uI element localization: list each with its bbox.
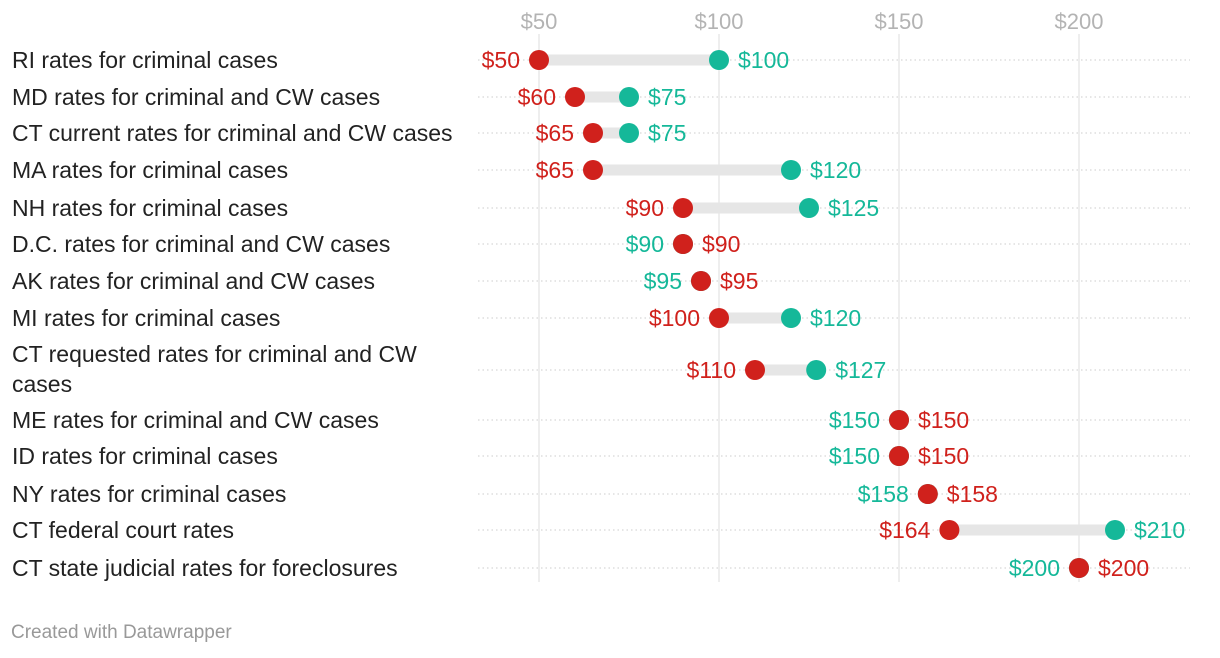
high-dot [1105,520,1125,540]
high-dot [781,308,801,328]
low-dot [939,520,960,540]
low-value-label: $164 [879,517,930,543]
low-dot [889,410,909,430]
x-tick-label: $200 [1055,9,1104,34]
low-dot [1069,558,1089,578]
range-bar [593,164,791,176]
low-dot [565,87,585,107]
row-label: NH rates for criminal cases [12,195,288,221]
low-value-label: $200 [1098,555,1149,581]
high-value-label: $158 [858,481,909,507]
row-label: RI rates for criminal cases [12,47,278,73]
high-value-label: $127 [835,357,886,383]
row-label: CT requested rates for criminal and CW [12,341,417,367]
low-value-label: $50 [482,47,520,73]
row-label: CT state judicial rates for foreclosures [12,555,398,581]
range-bar [539,54,719,66]
high-value-label: $125 [828,195,879,221]
high-value-label: $75 [648,84,686,110]
row-label: cases [12,371,72,397]
range-dot-chart: $50 $100 $150 $200 RI rates for criminal cas… [12,9,1190,582]
high-value-label: $150 [829,407,880,433]
row-label: NY rates for criminal cases [12,481,286,507]
row-label: AK rates for criminal and CW cases [12,268,375,294]
low-dot [917,484,938,504]
high-value-label: $120 [810,157,861,183]
datawrapper-credit: Created with Datawrapper [11,622,232,643]
row-label: D.C. rates for criminal and CW cases [12,231,390,257]
low-dot [745,360,765,380]
low-value-label: $100 [649,305,700,331]
low-dot [583,160,603,180]
high-dot [806,360,827,380]
low-value-label: $90 [626,195,664,221]
high-value-label: $150 [829,443,880,469]
high-value-label: $210 [1134,517,1185,543]
row-label: MA rates for criminal cases [12,157,288,183]
high-dot [799,198,819,218]
high-value-label: $120 [810,305,861,331]
low-dot [709,308,729,328]
low-dot [673,234,693,254]
low-value-label: $90 [702,231,740,257]
row-label: MI rates for criminal cases [12,305,280,331]
range-bar [719,312,791,324]
row-label: CT current rates for criminal and CW cas… [12,120,453,146]
range-bar [683,202,809,214]
low-dot [889,446,909,466]
low-value-label: $158 [947,481,998,507]
range-bar [755,364,817,376]
range-bar [575,91,629,103]
low-value-label: $110 [687,357,736,383]
high-dot [709,50,729,70]
high-value-label: $95 [644,268,682,294]
high-value-label: $100 [738,47,789,73]
row-label: CT federal court rates [12,517,234,543]
x-tick-label: $100 [695,9,744,34]
row-label: ME rates for criminal and CW cases [12,407,379,433]
low-value-label: $150 [918,443,969,469]
low-value-label: $150 [918,407,969,433]
x-tick-label: $50 [521,9,558,34]
low-value-label: $95 [720,268,758,294]
high-dot [781,160,801,180]
low-dot [583,123,603,143]
range-bar [593,127,629,139]
low-value-label: $65 [536,157,574,183]
low-dot [529,50,549,70]
high-value-label: $200 [1009,555,1060,581]
high-value-label: $90 [626,231,664,257]
x-tick-label: $150 [875,9,924,34]
high-dot [619,123,639,143]
low-dot [691,271,711,291]
row-label: ID rates for criminal cases [12,443,278,469]
range-bar [949,524,1115,536]
low-dot [673,198,693,218]
row-label: MD rates for criminal and CW cases [12,84,380,110]
high-value-label: $75 [648,120,686,146]
low-value-label: $65 [536,120,574,146]
high-dot [619,87,639,107]
low-value-label: $60 [518,84,556,110]
